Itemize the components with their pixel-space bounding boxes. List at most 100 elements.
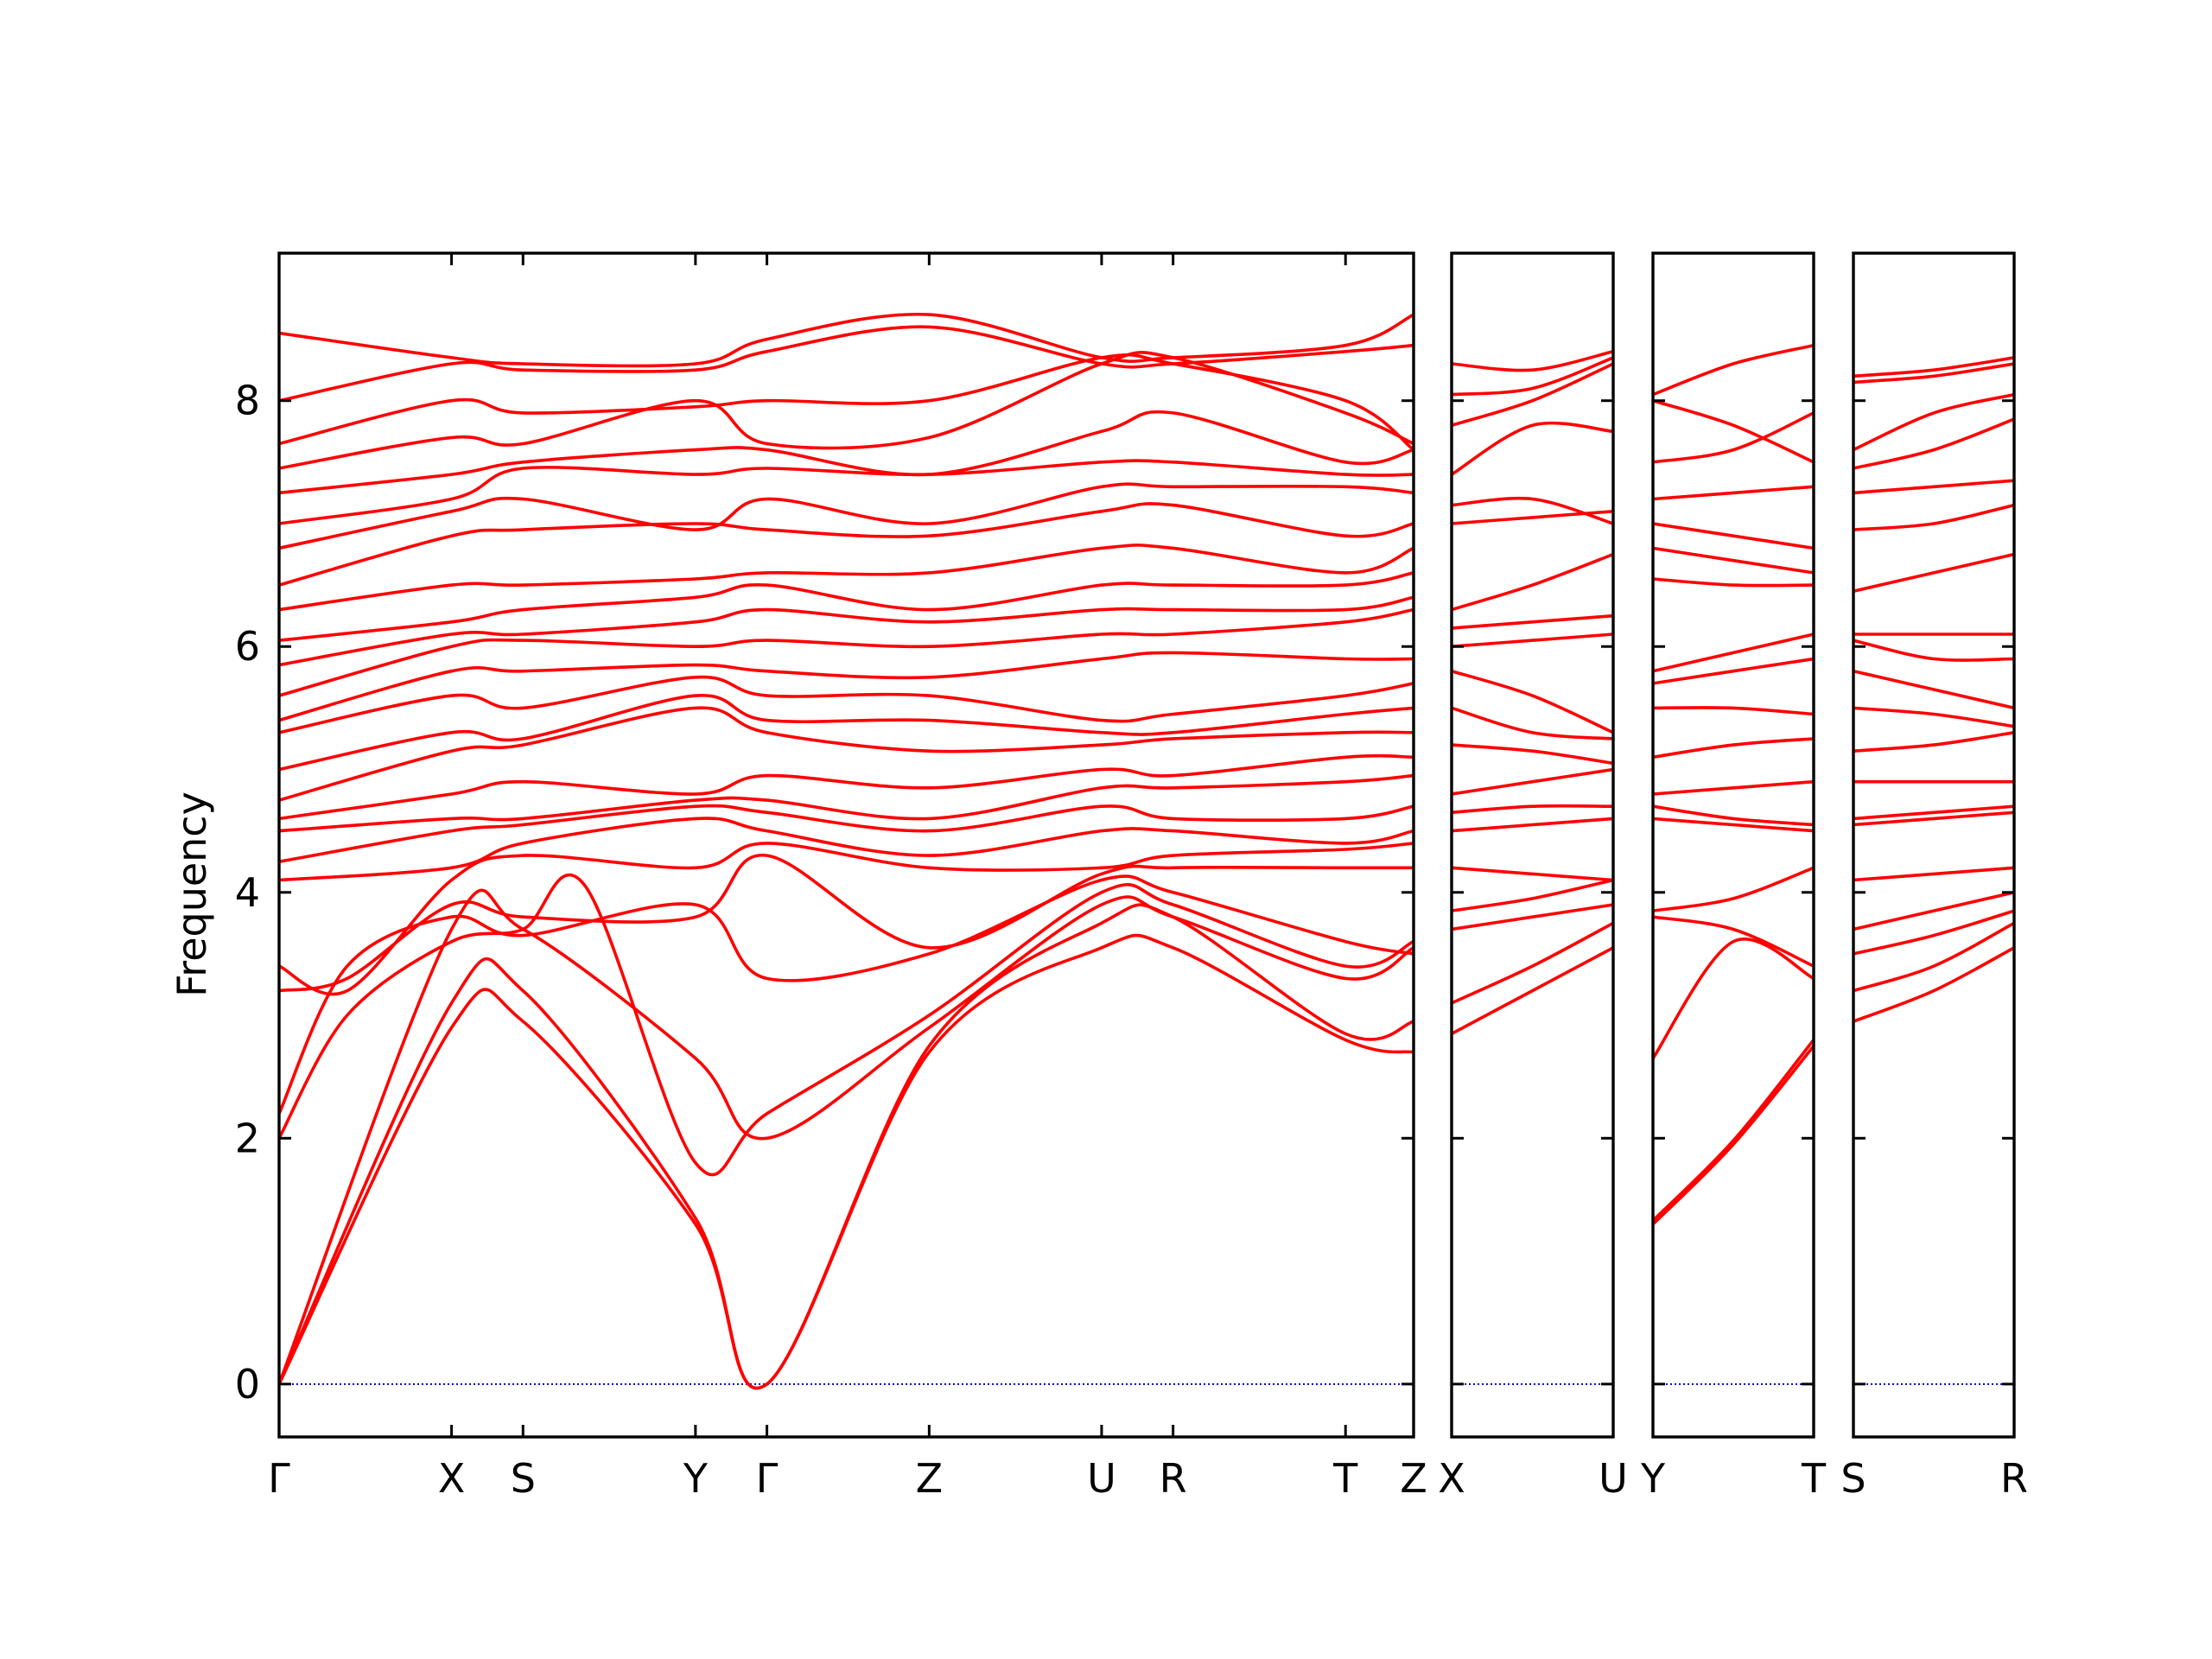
x-tick-label: Y [1640, 1455, 1666, 1502]
band-line [279, 482, 1414, 550]
band-line [279, 842, 1414, 996]
band-line [279, 543, 1414, 612]
y-tick-label: 8 [235, 378, 260, 424]
band-line [279, 595, 1414, 667]
panel-frame [1852, 251, 2016, 1439]
band-line [1452, 510, 1613, 525]
y-tick-label: 4 [235, 869, 260, 916]
x-tick-label: Z [916, 1455, 944, 1502]
band-line [1653, 522, 1814, 550]
panel-frame [1450, 251, 1615, 1439]
band-line [279, 675, 1414, 734]
band-line [1853, 639, 2014, 662]
band-line [1653, 577, 1814, 588]
band-line [279, 571, 1414, 642]
band-line [1452, 921, 1613, 1005]
band-line [279, 903, 1414, 1390]
band-line [1452, 903, 1613, 931]
band-line [1653, 779, 1814, 796]
bands [1853, 356, 2014, 1023]
band-line [1653, 657, 1814, 685]
band-line [1853, 503, 2014, 531]
band-line [279, 502, 1414, 587]
band-line [1653, 915, 1814, 968]
band-line [1452, 613, 1613, 630]
band-line [1653, 546, 1814, 575]
x-tick-label: Γ [756, 1455, 779, 1502]
band-line [1653, 706, 1814, 716]
band-line [1452, 706, 1613, 741]
band-line [1653, 737, 1814, 760]
x-tick-label: X [438, 1455, 466, 1502]
band-line [279, 410, 1414, 495]
band-line [1853, 946, 2014, 1023]
x-tick-label: Z [1400, 1455, 1427, 1502]
band-line [279, 804, 1414, 863]
x-tick-label: S [511, 1455, 536, 1502]
band-line [1853, 731, 2014, 753]
x-tick-label: Γ [268, 1455, 290, 1502]
band-line [1853, 417, 2014, 470]
band-line [1452, 946, 1613, 1036]
band-line [1653, 804, 1814, 827]
band-line [279, 854, 1414, 993]
band-line [279, 459, 1414, 525]
band-line [279, 706, 1414, 802]
x-tick-label: U [1087, 1455, 1116, 1502]
panel-frame [277, 251, 1415, 1439]
x-tick-label: R [1160, 1455, 1187, 1502]
band-line [1653, 817, 1814, 833]
band-line [1853, 552, 2014, 593]
band-line [279, 888, 1414, 1386]
x-tick-label: U [1599, 1455, 1628, 1502]
band-line [1653, 1044, 1814, 1226]
band-line [279, 325, 1414, 403]
band-line [279, 353, 1414, 452]
y-tick-label: 0 [235, 1361, 260, 1408]
y-axis-label: Frequency [168, 791, 215, 997]
band-line [1653, 398, 1814, 464]
x-tick-label: Y [683, 1455, 709, 1502]
band-line [1853, 479, 2014, 495]
band-line [279, 873, 1414, 1177]
x-tick-label: R [2000, 1455, 2028, 1502]
bands [279, 312, 1414, 1390]
band-line [1653, 343, 1814, 397]
band-line [1452, 552, 1613, 612]
band-line [1452, 350, 1613, 372]
band-line [1452, 767, 1613, 796]
band-line [1853, 362, 2014, 385]
panel-frame [1651, 251, 1815, 1439]
band-line [279, 753, 1414, 821]
band-line [1452, 817, 1613, 833]
band-line [1853, 921, 2014, 993]
y-tick-label: 2 [235, 1115, 260, 1161]
band-line [1853, 891, 2014, 931]
x-tick-label: T [1801, 1455, 1827, 1502]
x-tick-label: T [1332, 1455, 1358, 1502]
band-line [279, 607, 1414, 697]
band-line [1452, 669, 1613, 734]
band-line [1853, 392, 2014, 452]
band-line [1452, 878, 1613, 912]
band-line [1452, 362, 1613, 427]
band-line [1653, 1038, 1814, 1223]
band-line [1853, 909, 2014, 956]
band-line [1452, 866, 1613, 882]
band-line [279, 694, 1414, 772]
band-line [1452, 496, 1613, 525]
band-line [1853, 706, 2014, 728]
bands [1452, 350, 1613, 1036]
band-line [1653, 866, 1814, 912]
band-line [1452, 743, 1613, 766]
band-line [279, 651, 1414, 722]
band-line [1853, 866, 2014, 882]
band-line [1452, 356, 1613, 397]
band-line [1653, 485, 1814, 501]
band-line [279, 773, 1414, 833]
band-line [1653, 411, 1814, 464]
